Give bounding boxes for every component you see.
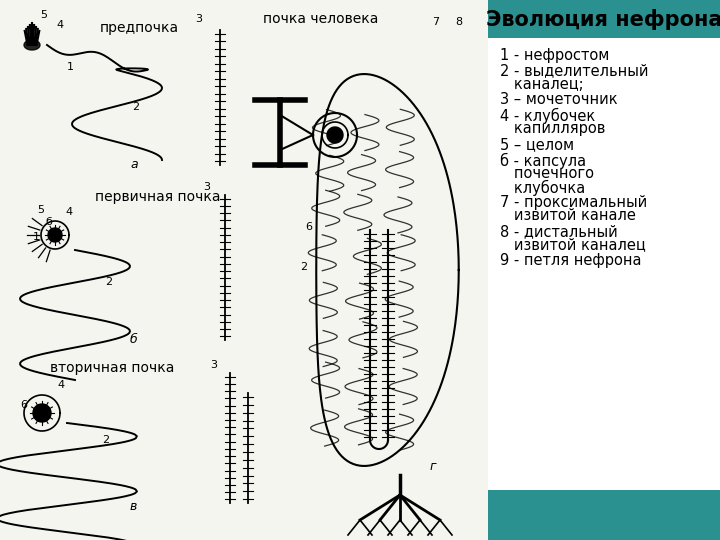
Bar	[488, 38, 720, 490]
Text: 7 - проксимальный: 7 - проксимальный	[500, 195, 647, 210]
Text: 7: 7	[432, 17, 439, 27]
Text: б: б	[130, 333, 138, 346]
Text: 4 - клубочек: 4 - клубочек	[500, 108, 595, 124]
Text: 4: 4	[65, 207, 72, 217]
Text: Эволюция нефрона: Эволюция нефрона	[486, 9, 720, 30]
Polygon shape	[327, 127, 343, 143]
Text: 2: 2	[132, 102, 139, 112]
Text: 3: 3	[203, 182, 210, 192]
Text: 2: 2	[102, 435, 109, 445]
Text: извитой канале: извитой канале	[500, 208, 636, 224]
Text: 3: 3	[210, 360, 217, 370]
Text: вторичная почка: вторичная почка	[50, 361, 174, 375]
Bar	[488, 0, 720, 38]
Text: 8: 8	[455, 17, 462, 27]
Text: 5 – целом: 5 – целом	[500, 137, 574, 152]
Polygon shape	[48, 228, 62, 242]
Text: каналец;: каналец;	[500, 77, 584, 92]
Bar	[0, 0, 488, 540]
Text: 1: 1	[33, 232, 40, 242]
Text: 6: 6	[305, 222, 312, 232]
Text: предпочка: предпочка	[100, 21, 179, 35]
Text: а: а	[130, 158, 138, 171]
Text: 8 - дистальный: 8 - дистальный	[500, 224, 618, 239]
Text: 2: 2	[105, 277, 112, 287]
Text: 2: 2	[300, 262, 307, 272]
Text: почечного: почечного	[500, 166, 594, 181]
Text: г: г	[430, 460, 436, 473]
Text: 5: 5	[40, 10, 48, 20]
Text: в: в	[130, 500, 138, 513]
Bar	[488, 490, 720, 540]
Text: почка человека: почка человека	[263, 12, 379, 26]
Text: 2 - выделительный: 2 - выделительный	[500, 64, 649, 78]
Text: 4: 4	[57, 380, 64, 390]
Text: капилляров: капилляров	[500, 122, 606, 137]
Text: извитой каналец: извитой каналец	[500, 238, 646, 253]
Text: 9 - петля нефрона: 9 - петля нефрона	[500, 253, 642, 268]
Text: 4: 4	[56, 20, 63, 30]
Text: 1 - нефростом: 1 - нефростом	[500, 48, 609, 63]
Text: 3 – мочеточник: 3 – мочеточник	[500, 92, 618, 107]
Text: клубочка: клубочка	[500, 179, 585, 195]
Text: б - капсула: б - капсула	[500, 152, 586, 168]
Text: 3: 3	[195, 14, 202, 24]
Text: б: б	[45, 217, 52, 227]
Text: первичная почка: первичная почка	[95, 190, 220, 204]
Text: 5: 5	[37, 205, 44, 215]
Text: 6: 6	[20, 400, 27, 410]
Polygon shape	[24, 40, 40, 50]
Text: 1: 1	[67, 62, 74, 72]
Polygon shape	[33, 404, 51, 422]
